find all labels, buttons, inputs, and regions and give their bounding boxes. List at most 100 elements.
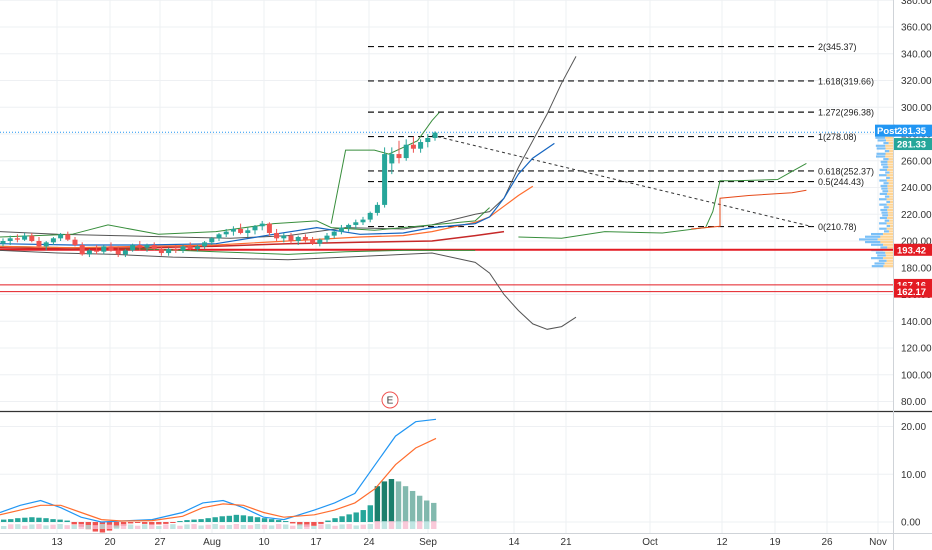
candle-body [230, 228, 236, 232]
candle-body [115, 250, 121, 255]
volume-profile-bar [879, 203, 887, 206]
volume-profile-bar [885, 254, 893, 257]
volume-profile-bar [883, 230, 889, 233]
price-tag-value: 281.35 [897, 126, 927, 137]
volume-profile-bar [877, 238, 893, 241]
volume-profile-bar [859, 238, 878, 241]
volume-profile-bar [880, 208, 888, 212]
volume-bar [92, 525, 99, 529]
volume-profile-bar [879, 227, 887, 230]
volume-bar [431, 521, 437, 529]
macd-histogram-bar [1, 519, 7, 522]
candle-body [58, 234, 64, 239]
candle-body [259, 223, 265, 227]
volume-profile-bar [875, 136, 886, 139]
volume-profile-bar [883, 243, 893, 246]
macd-histogram-bar [254, 517, 261, 522]
volume-bar [325, 524, 331, 529]
candle-body [202, 242, 208, 247]
signal-line [0, 437, 437, 522]
macd-histogram-bar [127, 522, 134, 524]
y-tick-label: 220.00 [901, 210, 932, 221]
candle-body [79, 245, 85, 255]
volume-bar [113, 525, 120, 529]
volume-profile-bar [887, 163, 893, 166]
volume-bar [261, 524, 268, 529]
volume-bar [381, 521, 388, 529]
price-tag-value: 162.17 [897, 287, 926, 298]
volume-bar [156, 525, 162, 529]
macd-histogram-bar [64, 520, 70, 522]
candle-body [101, 246, 107, 252]
volume-profile-bar [886, 174, 893, 177]
x-tick-label: 14 [508, 537, 520, 548]
volume-profile-bar [890, 224, 893, 228]
candle-body [274, 232, 280, 239]
candle-body [425, 138, 431, 143]
volume-profile-bar [871, 243, 884, 246]
macd-histogram-bar [318, 522, 324, 524]
volume-profile-bar [885, 155, 893, 158]
macd-histogram-bar [325, 520, 331, 522]
volume-bar [99, 524, 106, 529]
volume-profile-bar [883, 142, 889, 145]
earnings-marker[interactable]: E [381, 391, 399, 409]
volume-profile-bar [888, 158, 893, 161]
volume-bar [409, 521, 416, 529]
macd-histogram-bar [156, 522, 162, 525]
candle-body [238, 228, 244, 233]
earnings-label: E [387, 396, 394, 407]
macd-histogram-bar [15, 518, 21, 522]
volume-profile-bar [888, 142, 893, 145]
macd-histogram-bar [297, 522, 303, 526]
fib-level-label: 0.618(252.37) [818, 166, 874, 176]
candle-body [166, 249, 172, 254]
x-tick-label: Oct [642, 537, 658, 548]
y-tick-label: 100.00 [901, 370, 932, 381]
volume-bar [226, 524, 232, 529]
macd-histogram-bar [50, 519, 56, 522]
volume-profile-bar [887, 160, 893, 163]
volume-bar [353, 525, 359, 529]
blue-moving-average [0, 142, 555, 246]
candle-body [180, 246, 186, 251]
macd-histogram-bar [57, 519, 63, 522]
fibonacci-levels: 2(345.37) 1.618(319.66) 1.272(296.38) 1(278… [368, 42, 874, 232]
upper-green-band [0, 207, 490, 238]
volume-profile-bar [879, 179, 887, 182]
x-tick-label: 17 [310, 537, 322, 548]
candle-body [22, 235, 28, 240]
macd-panel [0, 418, 437, 533]
candle-body [338, 227, 344, 232]
volume-profile-bar [883, 265, 893, 268]
volume-profile-bar [886, 179, 893, 182]
macd-histogram-bar [431, 502, 437, 522]
volume-profile-bar [888, 230, 893, 233]
x-tick-label: 26 [821, 537, 833, 548]
candle-body [43, 242, 49, 247]
volume-bar [283, 524, 289, 529]
y-tick-label: 300.00 [901, 103, 932, 114]
volume-bar [346, 524, 352, 529]
candle-body [194, 246, 200, 250]
earnings-circle [381, 391, 399, 409]
volume-bar [127, 524, 134, 529]
x-tick-label: 19 [769, 537, 781, 548]
candle-body [14, 238, 20, 240]
y-tick-label: 120.00 [901, 344, 932, 355]
candle-body [317, 239, 323, 244]
candle-body [216, 234, 222, 239]
volume-bar [142, 524, 148, 529]
macd-histogram-bar [142, 522, 148, 524]
macd-histogram-bar [219, 516, 225, 522]
red-moving-average [0, 230, 505, 250]
volume-profile-bar [886, 259, 893, 262]
volume-bar [212, 524, 218, 529]
macd-y-tick-label: 0.00 [901, 518, 921, 529]
candle-body [410, 144, 416, 149]
volume-bar [120, 524, 127, 529]
candle-body [130, 245, 136, 251]
volume-profile-bar [877, 254, 886, 257]
